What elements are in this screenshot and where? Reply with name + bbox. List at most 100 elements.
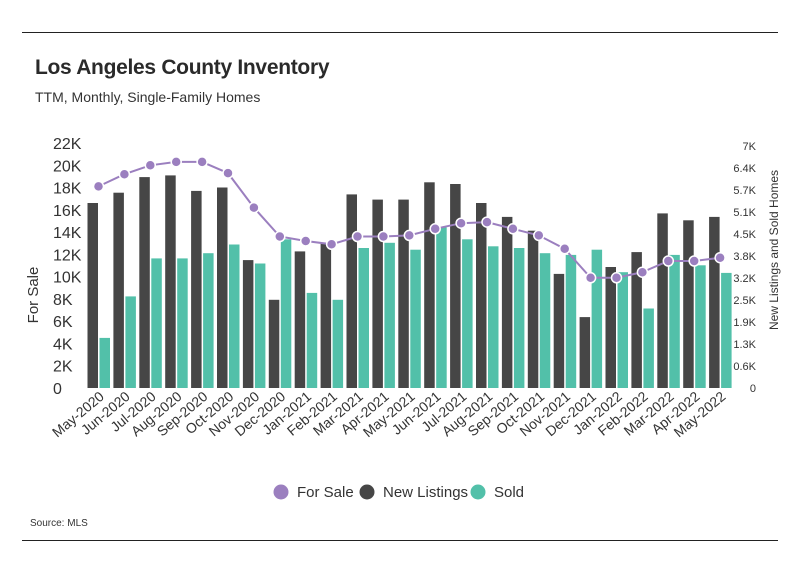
sold-bar-Dec-2021 [591,249,603,388]
legend-label: For Sale [297,484,354,501]
for-sale-point-Feb-2021 [325,238,338,251]
right-tick-label: 6.4K [733,163,756,175]
new-listings-bar-May-2020 [87,203,98,388]
new-listings-bar-May-2022 [709,216,720,388]
new-listings-bar-Aug-2021 [476,203,487,388]
for-sale-point-Mar-2021 [351,230,364,243]
left-tick-label: 8K [53,292,73,309]
new-listings-bar-Jan-2022 [605,267,616,388]
sold-bar-Oct-2020 [229,244,240,388]
new-listings-bar-Dec-2020 [268,299,280,388]
new-listings-bar-Mar-2022 [657,213,668,388]
left-tick-label: 12K [53,247,82,264]
right-tick-label: 2.5K [733,295,756,307]
sold-bar-Aug-2021 [488,246,499,388]
for-sale-point-Apr-2021 [377,230,390,243]
sold-bar-Apr-2022 [695,265,706,388]
new-listings-bar-May-2021 [398,199,409,388]
left-tick-label: 20K [53,158,82,175]
right-tick-label: 1.9K [733,317,756,329]
for-sale-point-Nov-2021 [558,243,571,255]
new-listings-bar-Mar-2021 [346,194,357,388]
sold-bar-Feb-2022 [643,308,654,388]
for-sale-point-Oct-2021 [533,229,545,242]
right-tick-label: 4.5K [733,229,756,241]
for-sale-point-Oct-2020 [222,167,234,179]
bars-layer [87,175,732,388]
for-sale-point-May-2022 [714,251,726,264]
source-note: Source: MLS [30,518,88,529]
left-tick-label: 2K [53,359,73,376]
right-tick-label: 5.7K [733,185,756,197]
sold-bar-Jun-2021 [436,227,447,388]
bottom-rule [22,540,778,541]
right-tick-label: 3.2K [733,273,756,285]
legend-label: Sold [494,484,524,501]
sold-bar-Apr-2021 [384,242,395,388]
sold-bar-Nov-2020 [254,263,266,388]
new-listings-bar-Jan-2021 [294,251,306,388]
left-axis: 0 2K 4K 6K 8K 10K 12K 14K 16K 18K 20K 22K [53,136,82,398]
for-sale-point-Jul-2021 [455,217,467,229]
top-rule [22,32,778,33]
legend-marker [359,484,375,500]
new-listings-bar-Jun-2021 [424,182,435,388]
new-listings-bar-Nov-2020 [242,260,254,388]
new-listings-bar-Sep-2020 [191,190,202,388]
sold-bar-Nov-2021 [565,254,577,388]
for-sale-point-Sep-2020 [196,156,208,168]
new-listings-bar-Aug-2020 [165,175,176,388]
left-tick-label: 18K [53,181,82,198]
new-listings-bar-Apr-2021 [372,199,383,388]
right-tick-label: 3.8K [733,251,756,263]
left-tick-label: 16K [53,203,82,220]
new-listings-bar-Feb-2021 [320,242,332,388]
for-sale-point-Jun-2020 [118,168,131,180]
for-sale-point-Sep-2021 [507,223,519,235]
x-axis: May-2020Jun-2020Jul-2020Aug-2020Sep-2020… [49,388,729,440]
sold-bar-Sep-2020 [203,253,214,388]
new-listings-bar-Dec-2021 [579,317,591,388]
sold-bar-Aug-2020 [177,258,188,388]
for-sale-point-Apr-2022 [688,255,700,267]
sold-bar-Sep-2021 [513,248,525,388]
right-axis: 0 0.6K 1.3K 1.9K 2.5K 3.2K 3.8K 4.5K 5.1K 5.7K 6.4… [733,141,756,395]
for-sale-point-Dec-2021 [584,272,597,284]
for-sale-point-Jan-2021 [299,235,312,247]
new-listings-bar-Feb-2022 [631,252,642,388]
for-sale-point-Jan-2022 [610,272,623,284]
for-sale-point-May-2020 [92,180,105,193]
for-sale-point-Dec-2020 [274,230,286,243]
right-axis-label: New Listings and Sold Homes [767,170,781,330]
sold-bar-May-2020 [99,337,110,388]
new-listings-bar-Oct-2021 [527,230,539,388]
for-sale-point-Jul-2020 [144,159,157,172]
sold-bar-Mar-2022 [669,254,680,388]
for-sale-point-Aug-2021 [481,216,493,228]
sold-bar-Jul-2020 [151,258,162,388]
for-sale-point-Mar-2022 [662,255,675,267]
for-sale-point-Aug-2020 [170,156,182,168]
new-listings-bar-Jul-2020 [139,177,150,388]
legend-marker [273,484,289,500]
new-listings-bar-Jul-2021 [450,184,461,388]
sold-bar-Mar-2021 [358,248,369,388]
right-tick-label: 0.6K [733,361,756,373]
new-listings-bar-Apr-2022 [683,220,694,388]
for-sale-point-Nov-2020 [248,201,260,214]
left-axis-label: For Sale [25,267,42,324]
sold-bar-Jan-2022 [617,272,628,388]
left-tick-label: 0 [53,381,62,398]
left-tick-label: 4K [53,337,73,354]
right-tick-label: 5.1K [733,207,756,219]
new-listings-bar-Jun-2020 [113,192,124,388]
left-tick-label: 10K [53,270,82,287]
new-listings-bar-Oct-2020 [217,187,228,388]
sold-bar-Jul-2021 [462,239,473,388]
sold-bar-Jan-2021 [306,292,318,388]
sold-bar-May-2022 [721,272,732,388]
sold-bar-Dec-2020 [280,239,292,388]
legend-marker [470,484,486,500]
chart-subtitle: TTM, Monthly, Single-Family Homes [35,89,261,105]
